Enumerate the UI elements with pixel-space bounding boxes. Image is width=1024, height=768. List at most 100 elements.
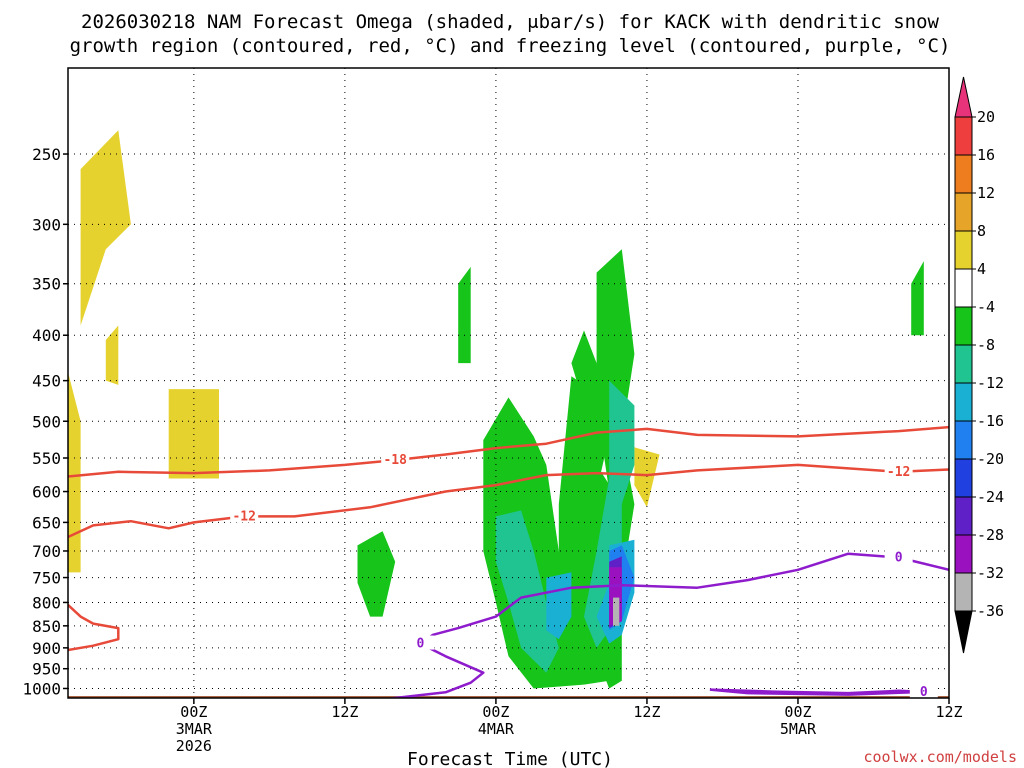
colorbar-swatch bbox=[954, 268, 973, 308]
y-tick-label: 550 bbox=[32, 449, 61, 468]
y-tick-label: 650 bbox=[32, 513, 61, 532]
colorbar-swatch bbox=[954, 496, 973, 536]
colorbar-swatch bbox=[954, 458, 973, 498]
colorbar-swatch bbox=[954, 154, 973, 194]
omega-region-17 bbox=[584, 380, 635, 648]
y-tick-label: 250 bbox=[32, 145, 61, 164]
x-tick-label: 00Z bbox=[180, 703, 207, 721]
x-tick-label: 12Z bbox=[331, 703, 358, 721]
contour-label-bg bbox=[909, 683, 938, 698]
omega-region-12 bbox=[911, 261, 924, 336]
title-line-1: 2026030218 NAM Forecast Omega (shaded, μ… bbox=[81, 11, 939, 33]
colorbar-label: -4 bbox=[977, 298, 995, 316]
y-tick-label: 450 bbox=[32, 372, 61, 391]
colorbar: 20 16 12 8 4 -4 -8 -12 -16 -20 -24 -28 -32 -36 bbox=[954, 76, 1004, 654]
contour-line-0 bbox=[68, 425, 949, 478]
colorbar-swatch bbox=[954, 306, 973, 346]
colorbar-label: -24 bbox=[977, 488, 1004, 506]
contour-label-bg bbox=[884, 549, 913, 564]
colorbar-label: 4 bbox=[977, 260, 986, 278]
colorbar-label: 20 bbox=[977, 108, 995, 126]
colorbar-label: 12 bbox=[977, 184, 995, 202]
omega-region-3 bbox=[168, 389, 219, 479]
y-tick-label: 750 bbox=[32, 569, 61, 588]
colorbar-swatch bbox=[954, 534, 973, 574]
y-tick-label: 1000 bbox=[22, 679, 61, 698]
omega-region-2 bbox=[105, 325, 119, 385]
colorbar-swatch bbox=[954, 382, 973, 422]
x-axis: 00Z3MAR202612Z00Z4MAR12Z00Z5MAR12Z00Z6MA… bbox=[176, 698, 963, 755]
x-tick-label: 12Z bbox=[633, 703, 660, 721]
y-tick-label: 800 bbox=[32, 593, 61, 612]
contour-line-3 bbox=[386, 552, 949, 698]
y-tick-label: 300 bbox=[32, 215, 61, 234]
colorbar-label: -20 bbox=[977, 450, 1004, 468]
colorbar-label: -8 bbox=[977, 336, 995, 354]
contour-label-bg bbox=[381, 452, 410, 467]
y-tick-label: 850 bbox=[32, 617, 61, 636]
y-tick-label: 500 bbox=[32, 412, 61, 431]
contour-label-bg bbox=[406, 635, 435, 650]
x-tick-label: 12Z bbox=[935, 703, 962, 721]
colorbar-swatch bbox=[954, 230, 973, 270]
colorbar-label: -16 bbox=[977, 412, 1004, 430]
colorbar-bottom-arrow bbox=[954, 610, 973, 654]
contour-line-1 bbox=[68, 463, 949, 539]
colorbar-label: -28 bbox=[977, 526, 1004, 544]
colorbar-label: -36 bbox=[977, 602, 1004, 620]
contours: -18 -18 -12 -12 0 0 0 bbox=[68, 413, 1024, 700]
contour-label-bg bbox=[230, 508, 259, 523]
colorbar-label: -32 bbox=[977, 564, 1004, 582]
plot-frame bbox=[67, 67, 950, 699]
title: 2026030218 NAM Forecast Omega (shaded, μ… bbox=[70, 11, 951, 57]
omega-region-16 bbox=[458, 266, 471, 364]
y-axis: 250 300 350 400 450 500 550 600 650 700 750 800 850 9… bbox=[22, 145, 68, 698]
y-tick-label: 600 bbox=[32, 483, 61, 502]
y-tick-label: 700 bbox=[32, 542, 61, 561]
x-tick-label: 2026 bbox=[176, 737, 212, 755]
omega-region-1 bbox=[68, 372, 81, 573]
omega-region-4 bbox=[634, 447, 660, 508]
contour-label-bg bbox=[884, 463, 913, 478]
contour-label: 0 bbox=[920, 685, 928, 700]
y-tick-label: 950 bbox=[32, 660, 61, 679]
colorbar-swatch bbox=[954, 116, 973, 156]
credit-text: coolwx.com/models bbox=[863, 748, 1017, 766]
terrain bbox=[68, 696, 949, 698]
x-axis-label: Forecast Time (UTC) bbox=[407, 749, 613, 768]
colorbar-swatch bbox=[954, 572, 973, 612]
contour-label: 0 bbox=[416, 637, 424, 652]
contour-label: -12 bbox=[232, 509, 255, 524]
x-tick-label: 5MAR bbox=[780, 720, 817, 738]
colorbar-swatch bbox=[954, 192, 973, 232]
x-tick-label: 3MAR bbox=[176, 720, 213, 738]
omega-region-8 bbox=[357, 531, 396, 617]
contour-line-2 bbox=[68, 603, 120, 652]
x-tick-label: 4MAR bbox=[478, 720, 515, 738]
contour-label: -12 bbox=[887, 465, 910, 480]
omega-region-10 bbox=[571, 330, 610, 492]
colorbar-label: 8 bbox=[977, 222, 986, 240]
y-tick-label: 400 bbox=[32, 326, 61, 345]
contour-label: -18 bbox=[383, 453, 407, 468]
omega-region-0 bbox=[80, 130, 131, 326]
omega-region-5 bbox=[1012, 224, 1024, 325]
omega-region-18 bbox=[495, 510, 559, 673]
y-tick-label: 350 bbox=[32, 275, 61, 294]
y-tick-label: 900 bbox=[32, 639, 61, 658]
colorbar-top-arrow bbox=[954, 76, 973, 118]
contour-line-4 bbox=[709, 688, 926, 696]
omega-shading bbox=[68, 130, 1024, 689]
omega-region-24 bbox=[613, 597, 620, 626]
contour-label: 0 bbox=[895, 551, 903, 566]
colorbar-swatch bbox=[954, 344, 973, 384]
title-line-2: growth region (contoured, red, °C) and f… bbox=[70, 35, 951, 57]
colorbar-label: 16 bbox=[977, 146, 995, 164]
colorbar-swatch bbox=[954, 420, 973, 460]
contour-label: -18 bbox=[1013, 414, 1024, 429]
terrain-band bbox=[68, 696, 949, 698]
x-tick-label: 00Z bbox=[784, 703, 811, 721]
contour-label-bg bbox=[1011, 413, 1024, 427]
x-tick-label: 00Z bbox=[482, 703, 509, 721]
